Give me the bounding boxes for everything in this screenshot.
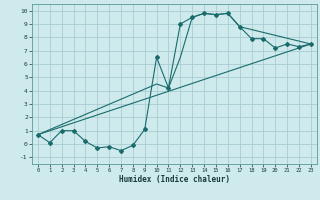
X-axis label: Humidex (Indice chaleur): Humidex (Indice chaleur) bbox=[119, 175, 230, 184]
